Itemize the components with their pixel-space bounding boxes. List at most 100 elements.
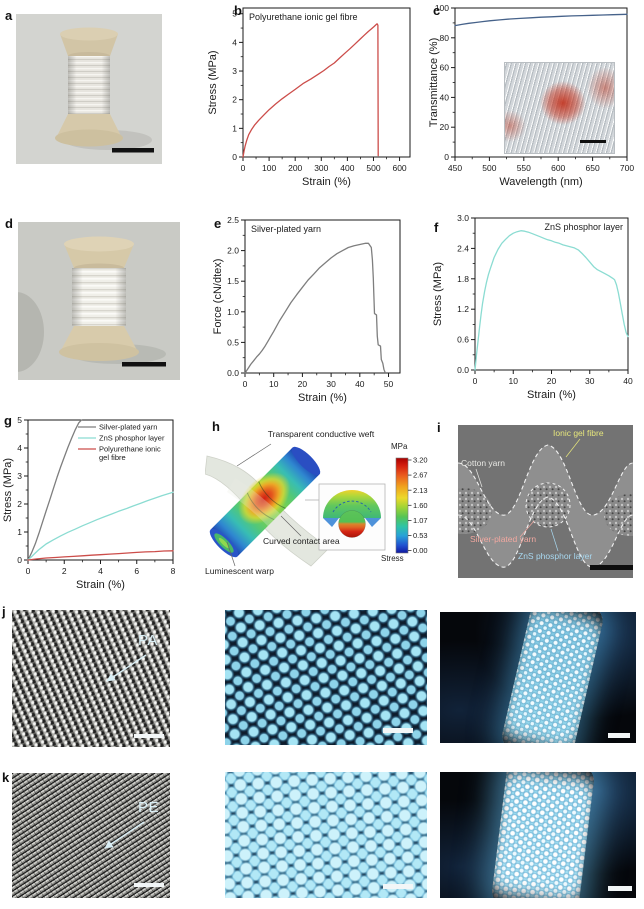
pe-fibre-label: PE xyxy=(138,799,160,816)
weft-front-overlay xyxy=(227,478,299,544)
svg-text:2.5: 2.5 xyxy=(227,215,239,225)
svg-text:4: 4 xyxy=(232,37,237,47)
svg-text:1.8: 1.8 xyxy=(457,274,469,284)
svg-text:600: 600 xyxy=(392,163,406,173)
svg-text:1.60: 1.60 xyxy=(413,501,428,510)
colorbar-unit-label: MPa xyxy=(391,442,408,451)
label-ionic-gel-fibre: Ionic gel fibre xyxy=(553,428,604,438)
pa-fibre-label: PA xyxy=(138,632,158,649)
svg-text:700: 700 xyxy=(620,163,634,173)
svg-text:600: 600 xyxy=(551,163,565,173)
panel-h-svg: 3.20 2.67 2.13 1.60 1.07 0.53 0.00 xyxy=(204,443,428,567)
svg-text:Strain (%): Strain (%) xyxy=(298,392,347,404)
svg-text:6: 6 xyxy=(134,566,139,576)
svg-text:10: 10 xyxy=(269,379,279,389)
svg-text:400: 400 xyxy=(340,163,354,173)
svg-text:Strain (%): Strain (%) xyxy=(302,176,351,188)
svg-text:Wavelength (nm): Wavelength (nm) xyxy=(499,176,582,188)
glowing-band xyxy=(499,612,606,743)
label-zns-phosphor-layer: ZnS phosphor layer xyxy=(518,551,593,561)
label-luminescent-warp: Luminescent warp xyxy=(205,566,274,576)
svg-text:2: 2 xyxy=(17,499,22,509)
photo-pa-luminescent-closeup xyxy=(225,610,427,745)
svg-text:4: 4 xyxy=(98,566,103,576)
panel-letter-a: a xyxy=(5,8,13,23)
scale-bar xyxy=(580,140,606,143)
scale-bar xyxy=(608,886,632,891)
panel-letter-h: h xyxy=(212,419,220,434)
svg-text:10: 10 xyxy=(509,376,519,386)
svg-text:0: 0 xyxy=(444,152,449,162)
panel-c-inset-photo xyxy=(504,62,615,154)
chart-transmittance: 450 500 550 600 650 700 0 20 40 60 80 100 Wavelength… xyxy=(428,3,634,188)
scale-bar xyxy=(590,565,633,570)
svg-text:0: 0 xyxy=(26,566,31,576)
panel-letter-i: i xyxy=(437,420,441,435)
label-transparent-conductive-weft: Transparent conductive weft xyxy=(267,429,375,439)
scale-bar xyxy=(122,362,166,367)
svg-text:50: 50 xyxy=(384,379,394,389)
svg-text:ZnS phosphor layer: ZnS phosphor layer xyxy=(99,434,165,443)
panel-letter-b: b xyxy=(234,3,242,18)
svg-text:0: 0 xyxy=(241,163,246,173)
panel-letter-g: g xyxy=(4,413,12,428)
svg-text:1.0: 1.0 xyxy=(227,307,239,317)
svg-text:1: 1 xyxy=(17,527,22,537)
svg-text:500: 500 xyxy=(366,163,380,173)
photo-pa-wristband-glowing xyxy=(440,612,636,743)
svg-text:1: 1 xyxy=(232,123,237,133)
svg-text:Silver-plated yarn: Silver-plated yarn xyxy=(99,423,157,432)
scale-bar xyxy=(134,883,164,887)
panel-fem-simulation: 3.20 2.67 2.13 1.60 1.07 0.53 0.00 Transparent… xyxy=(204,420,437,600)
svg-text:0: 0 xyxy=(232,152,237,162)
spool-drawing-a xyxy=(55,27,154,153)
svg-text:300: 300 xyxy=(314,163,328,173)
gel-fibre-band xyxy=(458,445,633,568)
svg-text:0.6: 0.6 xyxy=(457,335,469,345)
svg-text:30: 30 xyxy=(585,376,595,386)
label-cotton-yarn: Cotton yarn xyxy=(461,458,505,468)
svg-text:30: 30 xyxy=(326,379,336,389)
svg-text:1.07: 1.07 xyxy=(413,516,428,525)
svg-text:650: 650 xyxy=(586,163,600,173)
contact-inset xyxy=(318,483,386,551)
svg-text:Silver-plated yarn: Silver-plated yarn xyxy=(251,224,321,234)
svg-text:60: 60 xyxy=(440,63,450,73)
svg-text:gel fibre: gel fibre xyxy=(99,453,126,462)
pa-arrow xyxy=(106,654,147,682)
svg-text:0: 0 xyxy=(473,376,478,386)
svg-text:3.0: 3.0 xyxy=(457,213,469,223)
silver-yarn-bundle xyxy=(525,482,571,528)
svg-text:1.2: 1.2 xyxy=(457,304,469,314)
photo-ionic-gel-fibre-spool xyxy=(16,14,162,164)
svg-text:5: 5 xyxy=(17,415,22,425)
svg-text:40: 40 xyxy=(440,92,450,102)
cotton-yarn-right xyxy=(604,494,633,536)
svg-text:200: 200 xyxy=(288,163,302,173)
svg-text:Transmittance (%): Transmittance (%) xyxy=(428,38,440,127)
svg-text:2.4: 2.4 xyxy=(457,243,469,253)
svg-text:1.5: 1.5 xyxy=(227,276,239,286)
chart-polyurethane-stress-strain: 0 100 200 300 400 500 600 0 1 2 3 4 5 Strain (%) Stres… xyxy=(207,7,411,188)
svg-text:Stress (MPa): Stress (MPa) xyxy=(432,262,444,326)
scale-bar xyxy=(608,733,630,738)
photo-silver-plated-yarn-spool xyxy=(18,222,180,380)
chart-zns-stress-strain: 0 10 20 30 40 0.0 0.6 1.2 1.8 2.4 3.0 Strain (%) Str… xyxy=(432,213,633,401)
svg-text:80: 80 xyxy=(440,33,450,43)
svg-text:Strain (%): Strain (%) xyxy=(527,389,576,401)
glowing-band xyxy=(489,772,596,898)
svg-text:Polyurethane ionic gel fibre: Polyurethane ionic gel fibre xyxy=(249,12,358,22)
label-silver-plated-yarn: Silver-plated yarn xyxy=(470,534,537,544)
svg-text:500: 500 xyxy=(482,163,496,173)
spool-drawing-d xyxy=(18,236,166,372)
colorbar-caption: Stress xyxy=(381,554,404,563)
svg-text:20: 20 xyxy=(298,379,308,389)
svg-text:Force (cN/dtex): Force (cN/dtex) xyxy=(212,259,224,335)
svg-text:20: 20 xyxy=(440,122,450,132)
scale-bar xyxy=(112,148,154,153)
svg-text:Stress (MPa): Stress (MPa) xyxy=(207,50,219,114)
svg-text:40: 40 xyxy=(355,379,365,389)
svg-text:Strain (%): Strain (%) xyxy=(76,579,125,591)
svg-text:0.0: 0.0 xyxy=(457,365,469,375)
chart-silver-yarn-force-strain: 0 10 20 30 40 50 0.0 0.5 1.0 1.5 2.0 2.5 Strain (%) F… xyxy=(212,215,401,404)
